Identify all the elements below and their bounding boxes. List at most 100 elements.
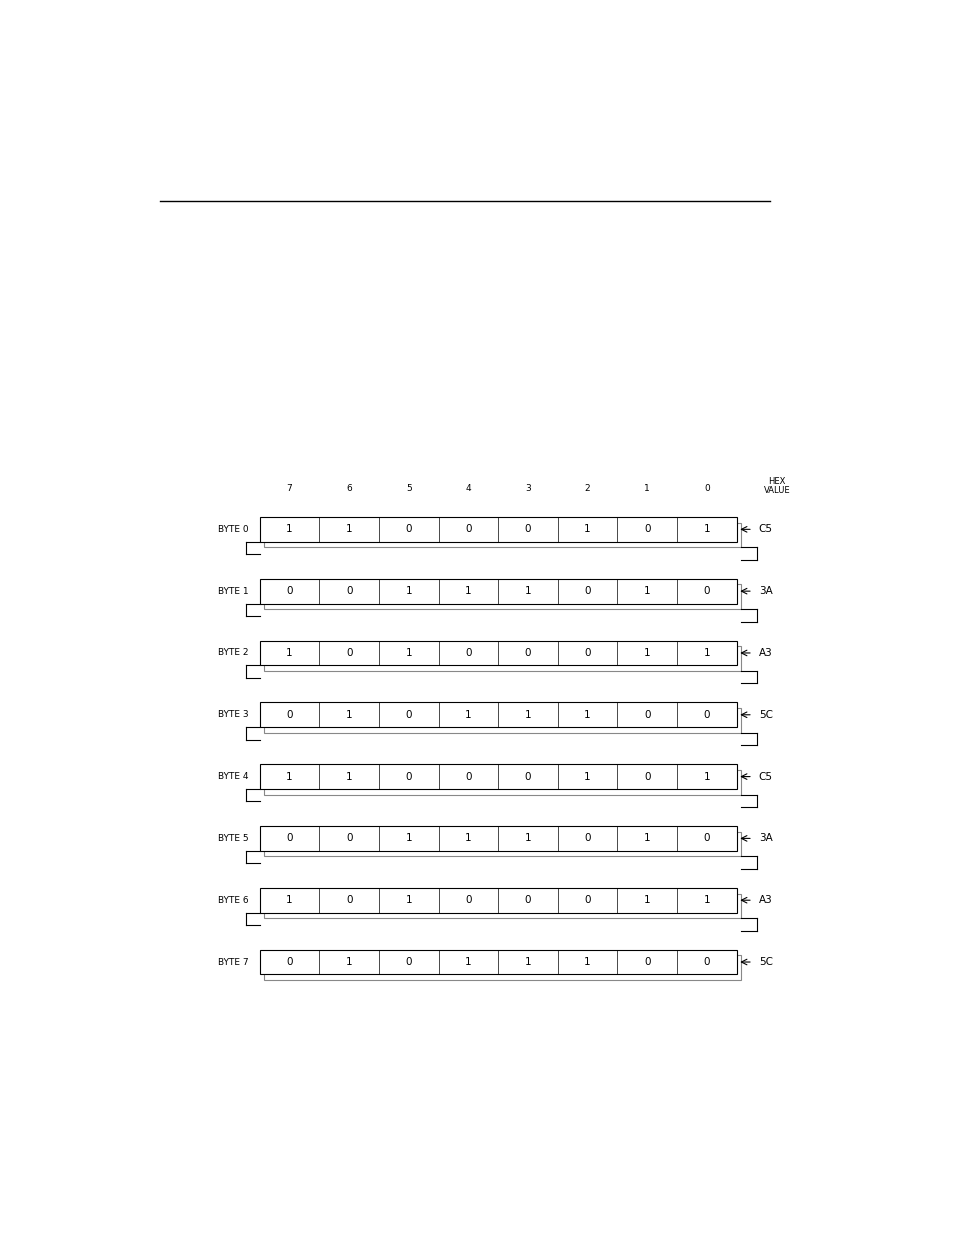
- Text: 0: 0: [584, 648, 590, 658]
- Text: 3A: 3A: [758, 587, 772, 597]
- Text: 0: 0: [405, 525, 412, 535]
- Text: 1: 1: [405, 648, 412, 658]
- Text: 0: 0: [643, 957, 650, 967]
- Text: 1: 1: [286, 648, 293, 658]
- Text: BYTE 6: BYTE 6: [218, 895, 249, 905]
- Text: 1: 1: [643, 648, 650, 658]
- Text: 0: 0: [465, 895, 471, 905]
- Text: 5C: 5C: [758, 710, 772, 720]
- Text: 1: 1: [346, 772, 352, 782]
- Text: 0: 0: [702, 587, 709, 597]
- Text: 1: 1: [583, 772, 590, 782]
- Text: 1: 1: [583, 525, 590, 535]
- Text: 0: 0: [643, 772, 650, 782]
- Bar: [264, 894, 740, 919]
- Text: 1: 1: [702, 648, 709, 658]
- Text: 0: 0: [346, 834, 352, 844]
- Text: C5: C5: [758, 772, 772, 782]
- Text: 1: 1: [464, 587, 471, 597]
- Text: 0: 0: [524, 525, 531, 535]
- Text: 1: 1: [286, 525, 293, 535]
- Text: 1: 1: [524, 957, 531, 967]
- Text: BYTE 7: BYTE 7: [218, 957, 249, 967]
- Text: 0: 0: [346, 895, 352, 905]
- Text: 1: 1: [702, 525, 709, 535]
- Text: A3: A3: [758, 648, 772, 658]
- Text: BYTE 4: BYTE 4: [218, 772, 249, 781]
- Bar: [259, 888, 736, 913]
- Text: 0: 0: [286, 587, 293, 597]
- Text: 5C: 5C: [758, 957, 772, 967]
- Text: 0: 0: [584, 587, 590, 597]
- Bar: [264, 956, 740, 981]
- Text: 1: 1: [464, 834, 471, 844]
- Text: 1: 1: [286, 772, 293, 782]
- Text: 0: 0: [465, 525, 471, 535]
- Text: 1: 1: [346, 525, 352, 535]
- Text: 4: 4: [465, 484, 471, 494]
- Text: 1: 1: [643, 834, 650, 844]
- Text: 1: 1: [524, 834, 531, 844]
- Text: 0: 0: [346, 648, 352, 658]
- Text: 1: 1: [346, 957, 352, 967]
- Text: 0: 0: [643, 525, 650, 535]
- Bar: [259, 641, 736, 666]
- Text: 1: 1: [583, 710, 590, 720]
- Text: 1: 1: [643, 587, 650, 597]
- Text: 0: 0: [405, 710, 412, 720]
- Text: 1: 1: [524, 710, 531, 720]
- Bar: [264, 769, 740, 794]
- Text: 0: 0: [405, 957, 412, 967]
- Text: 0: 0: [465, 648, 471, 658]
- Text: 1: 1: [464, 957, 471, 967]
- Text: A3: A3: [758, 895, 772, 905]
- Text: BYTE 0: BYTE 0: [218, 525, 249, 534]
- Text: 5: 5: [405, 484, 411, 494]
- Bar: [259, 703, 736, 727]
- Text: 6: 6: [346, 484, 352, 494]
- Text: 0: 0: [702, 710, 709, 720]
- Text: VALUE: VALUE: [763, 487, 790, 495]
- Text: 2: 2: [584, 484, 590, 494]
- Text: 1: 1: [405, 895, 412, 905]
- Text: 0: 0: [703, 484, 709, 494]
- Text: 3A: 3A: [758, 834, 772, 844]
- Text: 1: 1: [286, 895, 293, 905]
- Text: 1: 1: [643, 895, 650, 905]
- Text: 1: 1: [524, 587, 531, 597]
- Text: 0: 0: [643, 710, 650, 720]
- Bar: [259, 517, 736, 542]
- Text: 7: 7: [286, 484, 293, 494]
- Text: HEX: HEX: [768, 477, 785, 485]
- Bar: [259, 950, 736, 974]
- Text: 1: 1: [405, 587, 412, 597]
- Text: 0: 0: [524, 772, 531, 782]
- Text: 3: 3: [524, 484, 530, 494]
- Bar: [259, 826, 736, 851]
- Text: BYTE 2: BYTE 2: [218, 648, 249, 657]
- Text: 0: 0: [524, 648, 531, 658]
- Text: 1: 1: [464, 710, 471, 720]
- Text: 1: 1: [405, 834, 412, 844]
- Text: 0: 0: [524, 895, 531, 905]
- Text: 0: 0: [584, 834, 590, 844]
- Text: 0: 0: [346, 587, 352, 597]
- Text: 0: 0: [286, 957, 293, 967]
- Text: 0: 0: [286, 710, 293, 720]
- Text: BYTE 3: BYTE 3: [218, 710, 249, 719]
- Text: 1: 1: [702, 772, 709, 782]
- Text: BYTE 1: BYTE 1: [218, 587, 249, 595]
- Text: 0: 0: [405, 772, 412, 782]
- Text: 0: 0: [286, 834, 293, 844]
- Text: C5: C5: [758, 525, 772, 535]
- Bar: [259, 579, 736, 604]
- Bar: [264, 646, 740, 671]
- Text: 0: 0: [465, 772, 471, 782]
- Bar: [264, 831, 740, 856]
- Bar: [264, 522, 740, 547]
- Bar: [264, 708, 740, 732]
- Text: BYTE 5: BYTE 5: [218, 834, 249, 844]
- Text: 1: 1: [583, 957, 590, 967]
- Bar: [264, 584, 740, 609]
- Text: 0: 0: [584, 895, 590, 905]
